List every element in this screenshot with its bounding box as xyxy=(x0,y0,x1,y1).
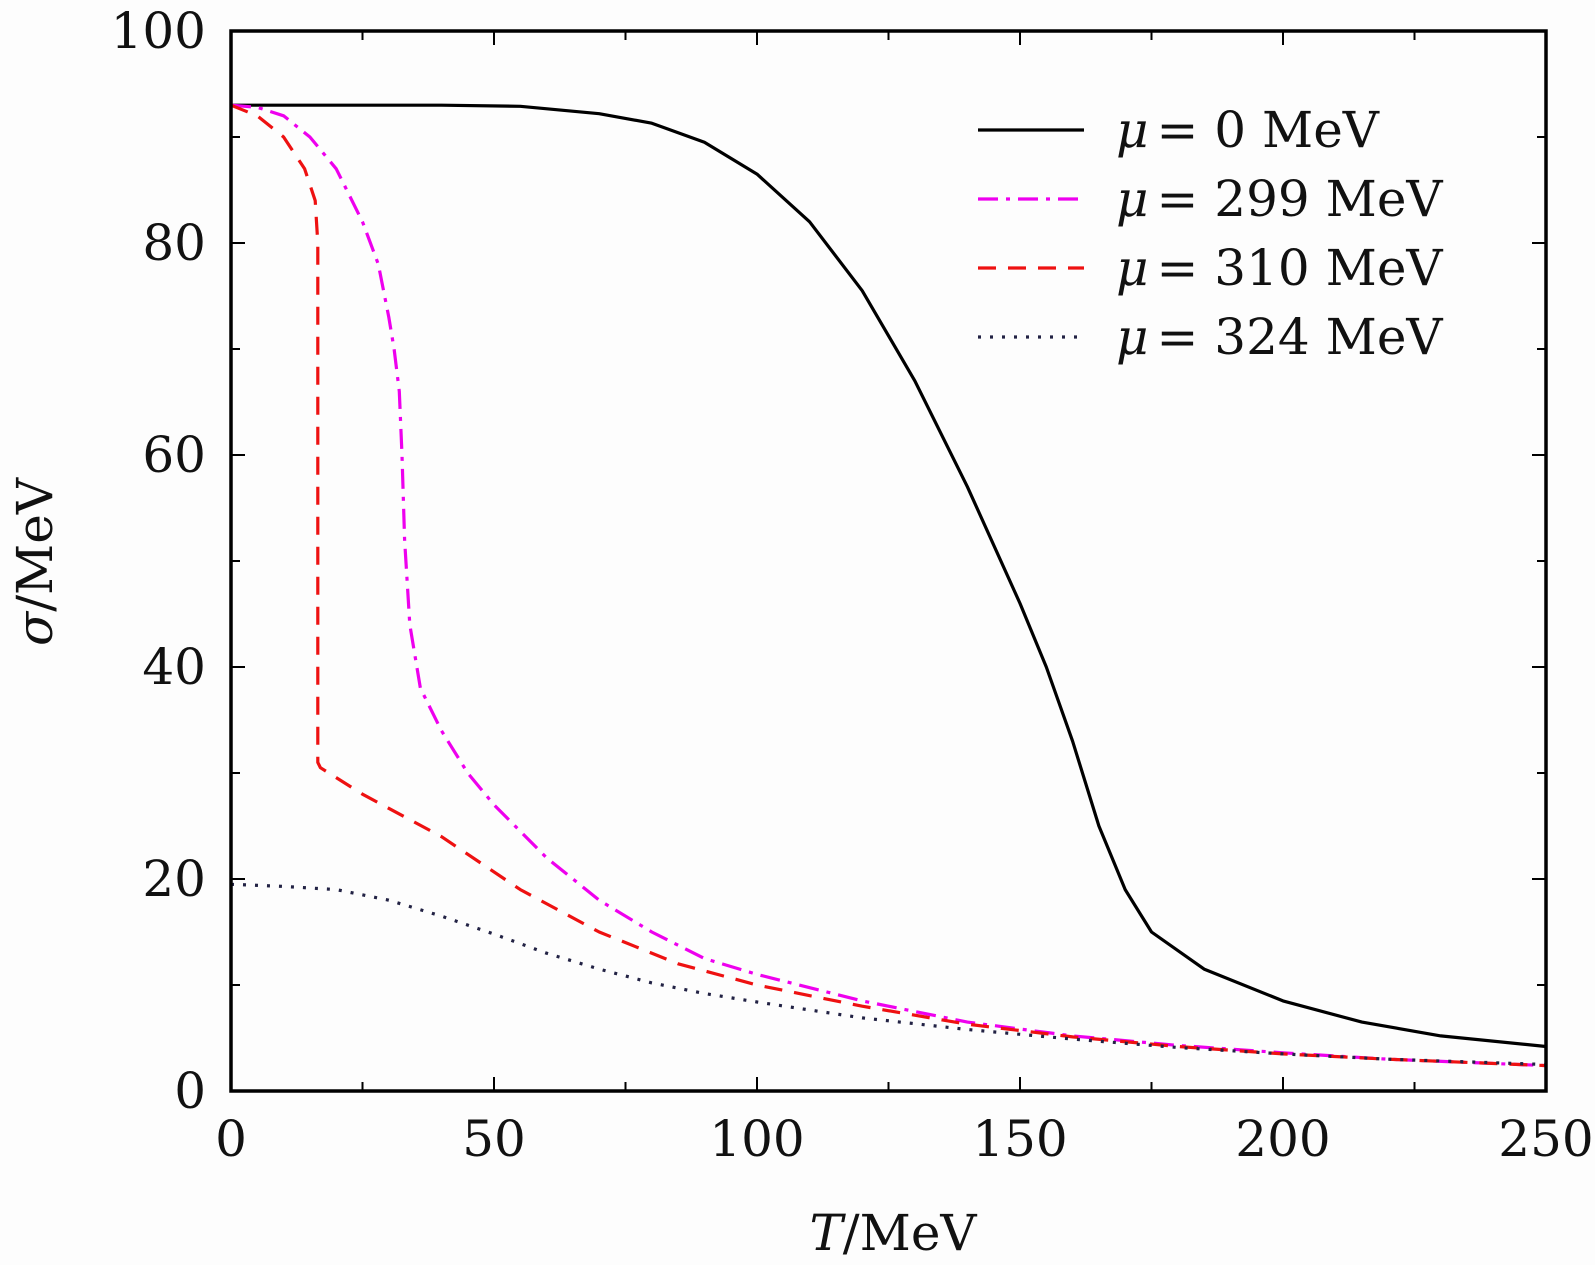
legend-label-var: μ xyxy=(1116,239,1149,297)
x-axis-label-unit: /MeV xyxy=(843,1204,978,1262)
x-tick-label: 200 xyxy=(1235,1110,1330,1168)
y-tick-label: 100 xyxy=(111,2,206,60)
y-tick-label: 60 xyxy=(142,426,206,484)
legend-label-var: μ xyxy=(1116,101,1149,159)
legend-label-4: μ = 324 MeV xyxy=(1116,308,1443,366)
x-tick-label: 100 xyxy=(709,1110,804,1168)
axis-ticks xyxy=(230,30,1547,1092)
legend-label-value: = 299 MeV xyxy=(1157,170,1444,228)
legend-label-2: μ = 299 MeV xyxy=(1116,170,1443,228)
y-tick-label: 80 xyxy=(142,214,206,272)
y-axis-label: σ/MeV xyxy=(6,477,64,646)
y-tick-label: 20 xyxy=(142,850,206,908)
legend-label-value: = 0 MeV xyxy=(1157,101,1380,159)
legend-label-var: μ xyxy=(1116,308,1149,366)
y-tick-label: 0 xyxy=(174,1062,206,1120)
axis-tick-labels: 0 50 100 150 200 250 0 20 40 60 80 100 xyxy=(111,2,1594,1168)
x-tick-label: 150 xyxy=(972,1110,1067,1168)
legend-label-var: μ xyxy=(1116,170,1149,228)
legend-label-value: = 310 MeV xyxy=(1157,239,1444,297)
y-tick-label: 40 xyxy=(142,638,206,696)
y-axis-label-unit: /MeV xyxy=(6,477,64,612)
plot-lines xyxy=(230,103,1547,1068)
legend-label-1: μ = 0 MeV xyxy=(1116,101,1380,159)
legend-label-3: μ = 310 MeV xyxy=(1116,239,1443,297)
x-tick-label: 50 xyxy=(462,1110,526,1168)
series-line-3 xyxy=(230,103,1547,1068)
x-axis-label-var: T xyxy=(809,1204,846,1262)
series-line-2 xyxy=(230,103,1547,1068)
x-axis-label: T/MeV xyxy=(809,1204,977,1262)
x-tick-label: 250 xyxy=(1498,1110,1593,1168)
series-line-1 xyxy=(231,103,1547,1049)
x-tick-label: 0 xyxy=(215,1110,247,1168)
legend-label-value: = 324 MeV xyxy=(1157,308,1444,366)
y-axis-label-var: σ xyxy=(6,610,64,646)
